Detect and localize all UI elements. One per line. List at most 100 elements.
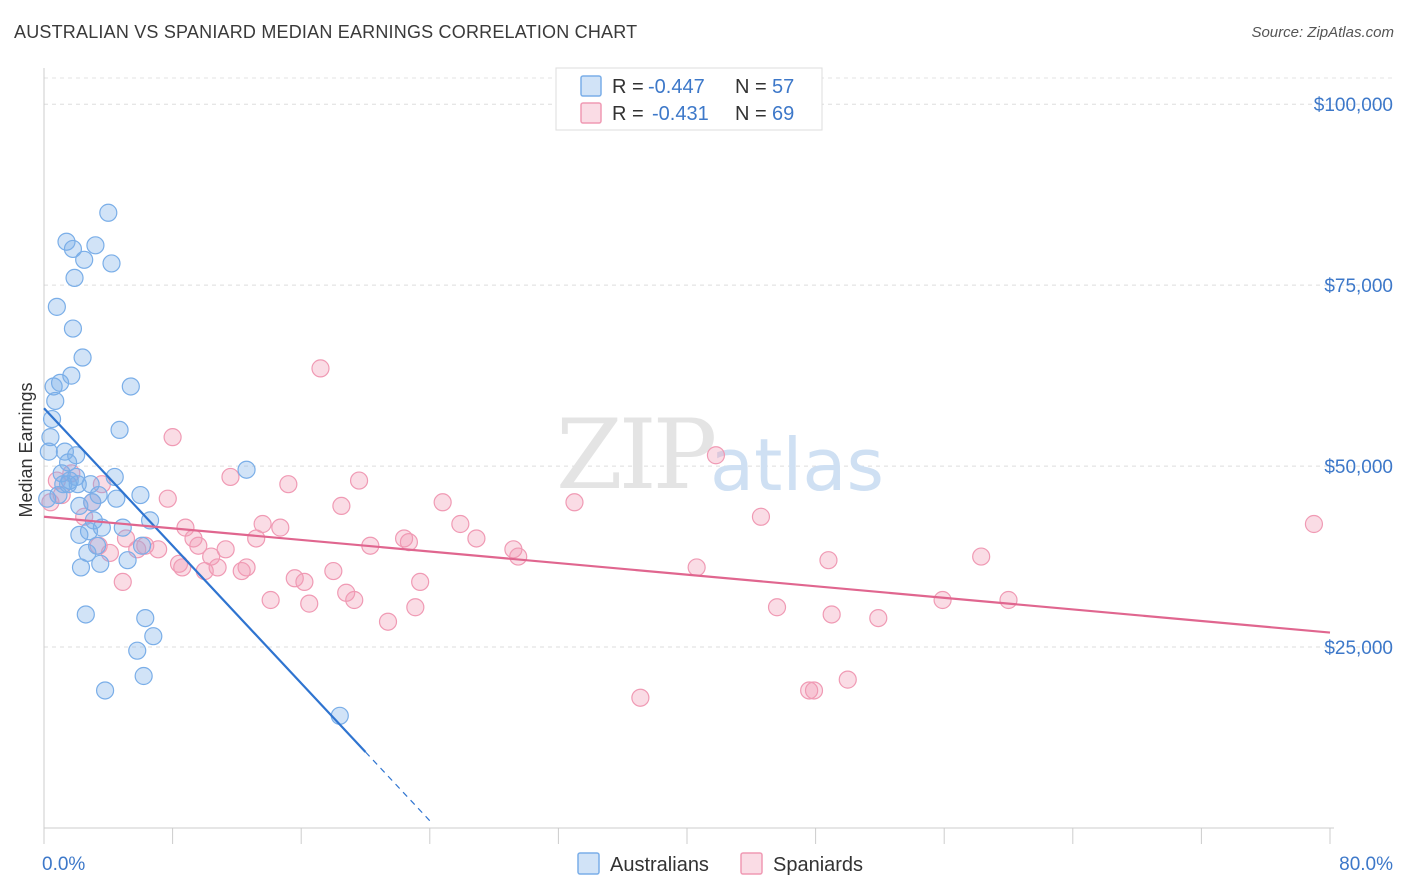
australian-point-3 <box>42 409 62 429</box>
legend-swatch-spaniards <box>580 102 602 124</box>
spaniard-point-59 <box>800 681 819 700</box>
australian-point-6 <box>47 297 66 316</box>
legend-n-label-1: N = <box>735 76 767 98</box>
australian-point-51 <box>144 627 163 646</box>
spaniard-point-61 <box>819 551 838 570</box>
watermark-zip: ZIP <box>556 399 715 511</box>
stats-legend: R = -0.447 N = 57 R = -0.431 N = 69 <box>555 67 823 131</box>
legend-r-value-2: -0.431 <box>652 103 709 125</box>
spaniard-point-37 <box>324 561 343 581</box>
australian-point-42 <box>113 518 132 537</box>
spaniard-point-41 <box>349 471 369 490</box>
australian-point-14 <box>62 366 81 385</box>
spaniard-point-65 <box>933 590 952 610</box>
legend-n-value-1: 57 <box>772 76 794 98</box>
axes <box>43 68 1334 829</box>
spaniard-point-32 <box>279 475 298 494</box>
australian-point-39 <box>105 467 124 487</box>
australian-point-47 <box>132 536 152 555</box>
legend-swatch-australians <box>580 75 602 97</box>
spaniard-point-58 <box>767 598 787 617</box>
spaniard-point-27 <box>237 558 256 577</box>
watermark-atlas: atlas <box>710 423 884 507</box>
spaniard-point-66 <box>972 547 991 566</box>
spaniard-point-29 <box>253 514 272 534</box>
series-label-spaniards: Spaniards <box>773 854 863 876</box>
australian-point-1 <box>39 442 58 461</box>
x-tick-label-max: 80.0% <box>1339 854 1393 875</box>
chart-title: AUSTRALIAN VS SPANIARD MEDIAN EARNINGS C… <box>14 22 638 42</box>
spaniard-point-56 <box>706 446 726 465</box>
spaniard-point-31 <box>271 518 290 537</box>
australian-point-44 <box>121 377 140 396</box>
spaniard-point-14 <box>158 489 177 508</box>
australian-point-7 <box>50 373 70 392</box>
spaniard-point-60 <box>804 681 824 700</box>
australian-point-40 <box>107 489 126 508</box>
spaniard-point-67 <box>999 590 1018 610</box>
trend-line-australians-extension <box>365 751 431 822</box>
spaniard-point-34 <box>295 572 314 592</box>
legend-r-label-1: R = <box>612 76 644 98</box>
australian-point-18 <box>67 446 86 465</box>
spaniard-point-43 <box>378 612 398 631</box>
spaniard-point-38 <box>332 496 351 516</box>
trend-line-australians <box>43 407 367 753</box>
legend-r-label-2: R = <box>612 103 644 125</box>
australian-point-48 <box>134 666 153 686</box>
spaniard-point-57 <box>751 507 771 526</box>
spaniard-point-68 <box>1304 514 1324 534</box>
australian-point-38 <box>102 254 121 273</box>
spaniard-point-53 <box>565 493 584 512</box>
spaniard-point-63 <box>838 670 857 689</box>
y-tick-label-1: $50,000 <box>1324 457 1393 478</box>
australian-point-34 <box>91 554 110 573</box>
legend-n-label-2: N = <box>735 103 767 125</box>
spaniard-point-25 <box>221 467 240 487</box>
y-tick-label-2: $75,000 <box>1324 276 1393 297</box>
australian-point-11 <box>57 232 76 251</box>
spaniard-point-30 <box>261 590 280 610</box>
spaniard-point-55 <box>687 558 706 577</box>
spaniard-point-20 <box>189 536 208 555</box>
spaniard-point-36 <box>311 359 330 378</box>
australian-point-17 <box>65 268 84 288</box>
australian-point-32 <box>86 236 105 255</box>
series-swatch-australians <box>577 852 600 875</box>
spaniard-point-33 <box>285 569 304 588</box>
australian-point-5 <box>46 391 65 411</box>
series-label-australians: Australians <box>610 854 709 876</box>
y-tick-label-3: $100,000 <box>1314 95 1393 116</box>
spaniards-points <box>41 359 1324 707</box>
spaniard-point-47 <box>411 572 430 592</box>
spaniard-point-17 <box>173 558 192 577</box>
y-axis-label: Median Earnings <box>16 382 36 517</box>
australian-point-0 <box>38 489 57 508</box>
australian-point-46 <box>131 485 150 505</box>
australian-point-30 <box>83 493 102 512</box>
australian-point-15 <box>63 239 83 259</box>
spaniard-point-13 <box>149 540 168 559</box>
legend-r-value-1: -0.447 <box>648 76 705 98</box>
source-credit: Source: ZipAtlas.com <box>1251 24 1394 41</box>
watermark: ZIP atlas <box>556 399 884 511</box>
australian-point-25 <box>75 250 94 269</box>
australian-point-10 <box>55 442 74 461</box>
australian-point-36 <box>95 681 115 700</box>
spaniard-point-24 <box>216 540 235 559</box>
australian-point-45 <box>128 641 147 660</box>
x-tick-label-min: 0.0% <box>42 854 85 875</box>
australian-point-55 <box>59 475 78 494</box>
australian-point-26 <box>76 605 95 624</box>
spaniard-point-54 <box>631 688 650 707</box>
spaniard-point-49 <box>451 514 470 534</box>
trend-lines <box>43 407 1331 822</box>
australian-point-49 <box>136 608 155 628</box>
australians-points <box>38 203 349 725</box>
legend-n-value-2: 69 <box>772 103 794 125</box>
australian-point-20 <box>68 475 87 494</box>
australian-point-41 <box>110 420 129 440</box>
australian-point-43 <box>118 551 137 570</box>
y-tick-labels: $25,000 $50,000 $75,000 $100,000 <box>1314 95 1393 659</box>
